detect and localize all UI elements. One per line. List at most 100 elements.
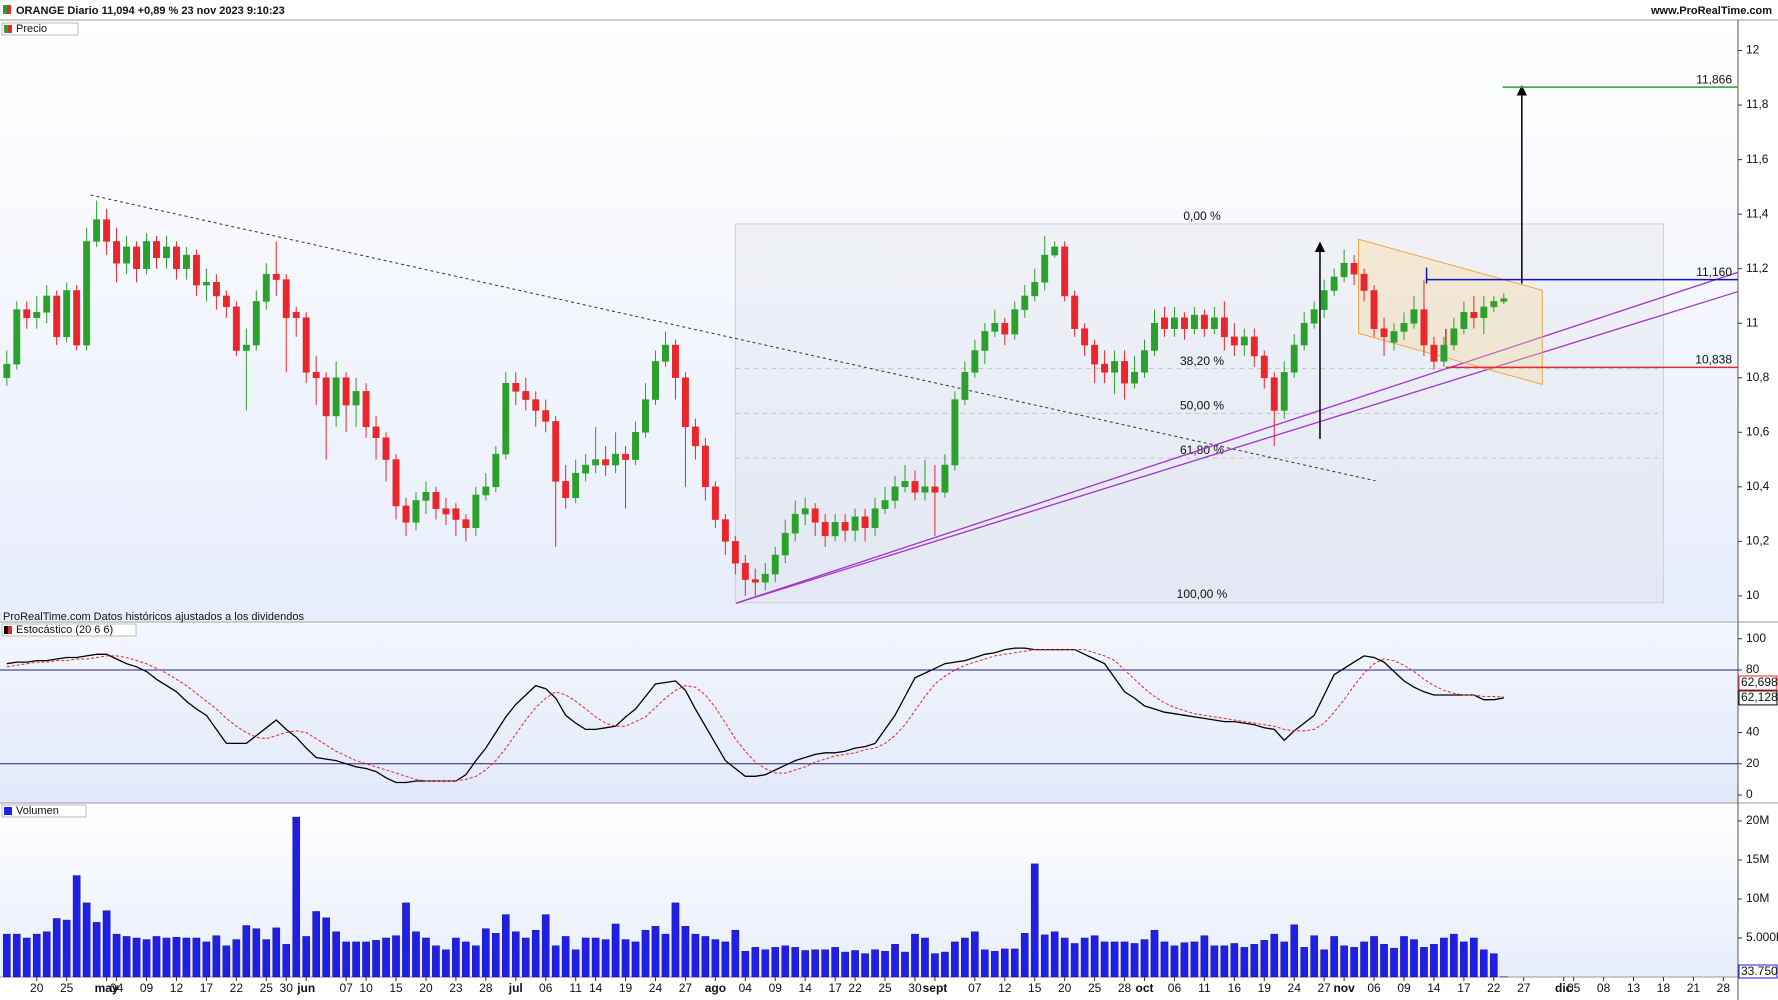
candle-body — [612, 453, 620, 466]
candle-body — [512, 382, 520, 392]
candle-body — [83, 241, 91, 346]
volume-bar — [1010, 948, 1019, 978]
volume-bar — [991, 951, 999, 978]
x-tick-label: 21 — [1687, 981, 1701, 995]
candle-body — [931, 486, 939, 493]
volume-bar — [252, 928, 261, 978]
candle-body — [282, 279, 290, 319]
volume-bar — [601, 939, 610, 978]
y-tick-label: 100 — [1746, 631, 1766, 645]
fib-label: 50,00 % — [1180, 399, 1224, 413]
volume-bar — [641, 929, 650, 978]
candle-body — [1121, 361, 1129, 384]
candle-body — [1400, 322, 1408, 332]
volume-bar — [1290, 924, 1299, 978]
value-box — [1738, 675, 1778, 691]
volume-bar — [372, 940, 380, 978]
candle-body — [1071, 295, 1079, 329]
panel-tab[interactable] — [1, 623, 137, 637]
candle-body — [212, 282, 220, 297]
header-title: ORANGE Diario 11,094 +0,89 % 23 nov 2023… — [16, 5, 285, 17]
x-tick-label: 10 — [359, 981, 373, 995]
candle-body — [133, 246, 140, 269]
volume-bar — [422, 937, 430, 978]
candle-body — [691, 426, 699, 447]
volume-bar — [152, 936, 161, 978]
x-tick-label: 07 — [339, 981, 353, 995]
volume-bar — [1200, 935, 1209, 978]
volume-bar — [1140, 939, 1149, 978]
candle-body — [1410, 309, 1418, 324]
volume-bar — [791, 947, 800, 978]
volume-bar — [392, 935, 400, 978]
volume-bar — [1420, 947, 1428, 978]
candle-body — [1320, 290, 1328, 310]
x-tick-label: 28 — [479, 981, 493, 995]
candle-body — [1021, 295, 1029, 310]
volume-bar — [12, 933, 21, 978]
volume-bar — [571, 949, 580, 978]
y-tick-label: 11,8 — [1746, 97, 1769, 111]
y-tick-label: 10,2 — [1746, 534, 1770, 548]
candle-body — [153, 241, 160, 259]
candle-body — [1081, 328, 1089, 346]
candle-body — [731, 541, 739, 564]
volume-bar — [22, 937, 31, 978]
x-tick-label: 27 — [679, 981, 693, 995]
volume-bar — [282, 944, 291, 978]
volume-bar — [2, 933, 11, 978]
candle-body — [1101, 363, 1109, 373]
x-tick-label: 25 — [878, 981, 892, 995]
volume-bar — [1280, 941, 1289, 978]
candle-body — [1061, 246, 1069, 297]
candle-body — [1210, 317, 1218, 329]
volume-bar — [312, 911, 320, 978]
volume-bar — [262, 939, 271, 978]
candle-body — [182, 254, 190, 269]
volume-bar — [911, 933, 919, 978]
volume-bar — [222, 945, 231, 978]
candle-body — [23, 309, 31, 319]
candle-body — [951, 399, 959, 466]
candle-body — [402, 505, 410, 523]
top-bar — [0, 0, 1778, 20]
stoch-panel — [0, 624, 1738, 803]
x-tick-label: 25 — [260, 981, 274, 995]
volume-bar — [811, 949, 819, 978]
volume-bar — [721, 941, 730, 978]
x-tick-label: 16 — [1228, 981, 1242, 995]
panel-tab[interactable] — [1, 22, 79, 36]
x-tick-label: nov — [1333, 981, 1355, 995]
volume-bar — [671, 902, 680, 978]
volume-bar — [42, 931, 51, 978]
x-tick-label: 22 — [1487, 981, 1501, 995]
volume-bar — [1320, 949, 1328, 978]
candle-body — [552, 421, 560, 482]
candle-body — [771, 554, 779, 575]
volume-bar — [62, 919, 71, 978]
volume-bar — [581, 937, 590, 978]
x-tick-label: 09 — [140, 981, 154, 995]
candle-body — [382, 437, 390, 460]
volume-bar — [1030, 863, 1039, 978]
candle-body — [871, 508, 879, 528]
panel-tab[interactable] — [1, 804, 87, 818]
y-tick-label: 40 — [1746, 725, 1760, 739]
volume-bar — [511, 931, 520, 978]
level-label: 10,838 — [1695, 353, 1732, 367]
candle-body — [1260, 355, 1268, 379]
candle-body — [801, 508, 809, 515]
candle-body — [1500, 298, 1508, 302]
candle-body — [43, 295, 51, 313]
candle-body — [741, 562, 749, 580]
volume-bar — [1240, 947, 1249, 978]
candle-body — [103, 219, 111, 242]
x-tick-label: 23 — [449, 981, 463, 995]
volume-bar — [462, 941, 470, 978]
volume-bar — [502, 914, 510, 978]
candle-body — [1470, 312, 1478, 319]
candle-body — [652, 361, 659, 400]
stoch-line — [6, 649, 1504, 782]
candle-body — [522, 391, 530, 400]
header-site: www.ProRealTime.com — [1650, 5, 1772, 17]
